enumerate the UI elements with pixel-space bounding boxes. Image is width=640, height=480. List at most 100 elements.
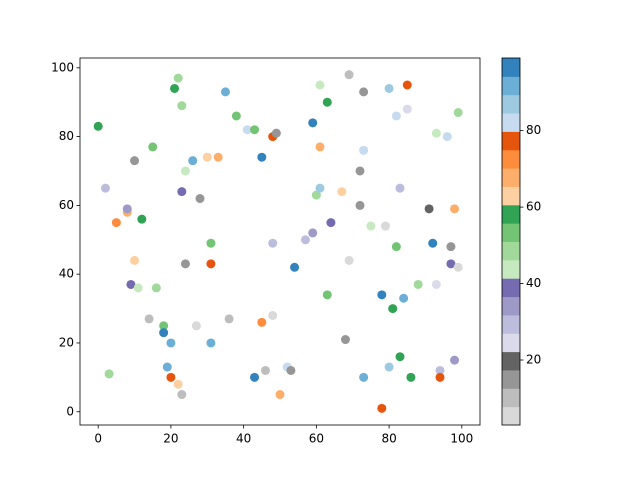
point	[377, 290, 387, 300]
point	[395, 352, 405, 362]
point	[151, 283, 161, 293]
colorbar-band	[502, 131, 520, 151]
y-tick-label: 40	[59, 267, 74, 281]
point	[322, 97, 332, 107]
point	[250, 125, 260, 135]
point	[300, 235, 310, 245]
point	[286, 365, 296, 375]
point	[188, 156, 198, 166]
point	[144, 314, 154, 324]
y-tick-label: 100	[51, 60, 74, 74]
point	[359, 372, 369, 382]
colorbar-band	[502, 94, 520, 114]
point	[268, 238, 278, 248]
point	[406, 372, 416, 382]
point	[130, 156, 140, 166]
point	[206, 238, 216, 248]
point	[170, 83, 180, 93]
colorbar-band	[502, 314, 520, 334]
point	[231, 111, 241, 121]
point	[308, 118, 318, 128]
x-tick-label: 0	[94, 432, 102, 446]
point	[424, 204, 434, 214]
point	[290, 262, 300, 272]
point	[308, 228, 318, 238]
point	[268, 310, 278, 320]
point	[137, 214, 147, 224]
colorbar-tick-label: 60	[526, 200, 541, 214]
point	[391, 111, 401, 121]
point	[173, 379, 183, 389]
point	[206, 338, 216, 348]
colorbar-band	[502, 113, 520, 132]
point	[206, 259, 216, 269]
colorbar-tick-label: 20	[526, 353, 541, 367]
x-tick-label: 40	[236, 432, 251, 446]
point	[148, 142, 158, 152]
point	[355, 200, 365, 210]
point	[275, 390, 285, 400]
point	[450, 204, 460, 214]
point	[133, 283, 143, 293]
point	[388, 304, 398, 314]
point	[435, 372, 445, 382]
point	[111, 218, 121, 228]
point	[377, 403, 387, 413]
colorbar-band	[502, 241, 520, 261]
point	[213, 152, 223, 162]
point	[391, 242, 401, 252]
axes-frame	[79, 57, 481, 426]
point	[180, 259, 190, 269]
point	[315, 142, 325, 152]
colorbar-tick-label: 80	[526, 123, 541, 137]
point	[104, 369, 114, 379]
x-tick-label: 60	[309, 432, 324, 446]
point	[344, 255, 354, 265]
colorbar-band	[502, 388, 520, 408]
x-tick-label: 100	[450, 432, 473, 446]
point	[384, 362, 394, 372]
point	[453, 108, 463, 118]
point	[395, 183, 405, 193]
colorbar-band	[502, 259, 520, 279]
point	[122, 204, 132, 214]
point	[384, 83, 394, 93]
point	[166, 338, 176, 348]
point	[177, 390, 187, 400]
point	[428, 238, 438, 248]
point	[359, 145, 369, 155]
colorbar-band	[502, 278, 520, 298]
point	[326, 218, 336, 228]
point	[159, 321, 169, 331]
point	[177, 187, 187, 197]
colorbar-tick-label: 40	[526, 276, 541, 290]
point	[166, 372, 176, 382]
point	[271, 128, 281, 138]
x-tick-label: 20	[163, 432, 178, 446]
point	[435, 365, 445, 375]
point	[413, 279, 423, 289]
point	[180, 166, 190, 176]
point	[359, 87, 369, 97]
colorbar-band	[502, 369, 520, 389]
point	[195, 194, 205, 204]
point	[453, 262, 463, 272]
point	[93, 121, 103, 131]
point	[446, 259, 456, 269]
colorbar-band	[502, 168, 520, 187]
colorbar-band	[502, 58, 520, 77]
colorbar-band	[502, 333, 520, 353]
point	[337, 187, 347, 197]
point	[399, 293, 409, 303]
colorbar-band	[502, 406, 520, 426]
point	[311, 190, 321, 200]
colorbar-band	[502, 76, 520, 96]
point	[202, 152, 212, 162]
point	[442, 132, 452, 142]
point	[224, 314, 234, 324]
point	[242, 125, 252, 135]
point	[431, 279, 441, 289]
point	[344, 70, 354, 80]
